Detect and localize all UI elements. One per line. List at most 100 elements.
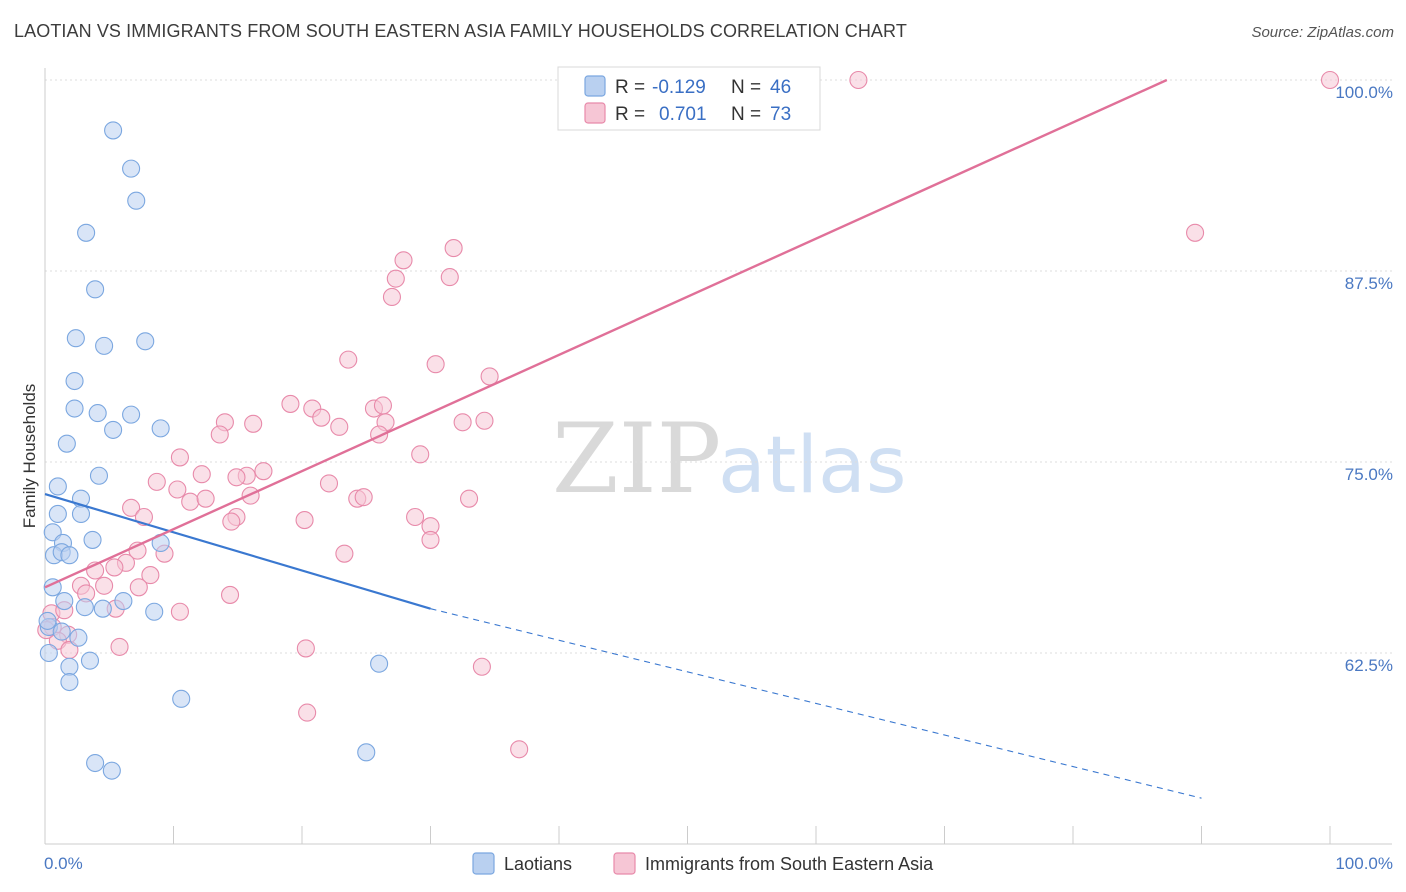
point-laotians-15 (89, 466, 109, 485)
legend-swatch-laotians (584, 75, 606, 97)
point-immigrants-44 (222, 512, 241, 531)
point-immigrants-58 (170, 602, 189, 621)
point-immigrants-19 (475, 411, 494, 430)
axes (44, 68, 1392, 845)
point-immigrants-31 (319, 474, 339, 493)
watermark-atlas: atlas (718, 421, 907, 511)
point-laotians-38 (60, 657, 79, 676)
point-laotians-40 (370, 654, 389, 673)
point-laotians-6 (136, 332, 155, 351)
chart-title: LAOTIAN VS IMMIGRANTS FROM SOUTH EASTERN… (14, 21, 907, 41)
point-immigrants-8 (339, 350, 358, 369)
point-laotians-3 (77, 223, 96, 242)
legend-r-value-2: 0.701 (659, 104, 707, 125)
point-immigrants-37 (196, 489, 215, 508)
point-immigrants-66 (110, 637, 129, 656)
point-laotians-14 (57, 434, 76, 453)
point-laotians-31 (145, 602, 164, 621)
point-laotians-19 (48, 504, 67, 524)
legend-n-value-1: 46 (770, 77, 791, 98)
trend-line-immigrants (44, 78, 1168, 589)
point-immigrants-24 (170, 448, 189, 467)
watermark-zip: ZIP (552, 403, 721, 515)
point-immigrants-46 (421, 530, 440, 549)
point-immigrants-17 (244, 414, 263, 433)
point-laotians-2 (127, 191, 146, 210)
y-tick-label-0: 62.5% (1345, 656, 1393, 675)
point-immigrants-35 (354, 488, 373, 507)
point-immigrants-68 (296, 639, 315, 658)
point-laotians-18 (71, 504, 91, 524)
x-tick-labels: 0.0% 100.0% (44, 854, 1393, 873)
point-laotians-10 (88, 404, 107, 423)
series-immigrants-points (37, 70, 1340, 759)
chart-source: Source: ZipAtlas.com (1251, 24, 1394, 41)
point-laotians-30 (75, 598, 94, 617)
point-immigrants-18 (453, 413, 472, 432)
point-immigrants-42 (406, 507, 425, 527)
point-laotians-29 (93, 599, 112, 618)
point-laotians-42 (357, 743, 376, 762)
series-legend-swatch-laotians (472, 852, 495, 875)
trend-line-laotians (44, 493, 431, 610)
point-immigrants-2 (1186, 223, 1205, 242)
point-immigrants-41 (295, 511, 314, 530)
point-laotians-21 (83, 530, 102, 549)
point-immigrants-71 (510, 740, 529, 759)
y-tick-label-1: 75.0% (1345, 465, 1393, 484)
point-immigrants-4 (394, 251, 413, 270)
point-laotians-7 (95, 336, 114, 355)
point-immigrants-22 (210, 425, 229, 444)
point-laotians-4 (86, 280, 105, 299)
point-immigrants-11 (281, 394, 300, 413)
point-immigrants-36 (181, 492, 200, 511)
point-laotians-28 (55, 591, 74, 611)
point-laotians-44 (102, 761, 121, 780)
trend-line-laotians-extrapolated (430, 608, 1202, 799)
watermark: ZIP atlas (552, 403, 907, 515)
legend-swatch-immigrants (584, 102, 606, 124)
series-legend: Laotians Immigrants from South Eastern A… (472, 852, 934, 875)
series-laotians-points (38, 121, 389, 780)
point-laotians-1 (122, 159, 141, 178)
x-tick-label-left: 0.0% (44, 854, 83, 873)
legend-r-label-1: R = (615, 77, 645, 98)
point-laotians-39 (60, 672, 79, 692)
legend-r-label-2: R = (615, 104, 645, 125)
point-immigrants-54 (95, 576, 114, 595)
legend-r-value-1: -0.129 (652, 77, 706, 98)
point-laotians-32 (114, 591, 133, 611)
y-tick-labels: 62.5% 75.0% 87.5% 100.0% (1335, 83, 1393, 675)
point-immigrants-5 (386, 269, 405, 288)
point-laotians-16 (48, 477, 67, 496)
legend-n-value-2: 73 (770, 104, 791, 125)
point-immigrants-70 (298, 703, 317, 722)
point-immigrants-39 (122, 498, 141, 517)
point-immigrants-59 (220, 585, 240, 604)
gridlines (45, 79, 1392, 654)
point-immigrants-14 (373, 396, 393, 415)
series-legend-label-laotians: Laotians (504, 854, 572, 874)
point-immigrants-30 (147, 472, 166, 491)
point-immigrants-3 (444, 239, 463, 258)
point-laotians-36 (39, 643, 58, 663)
point-immigrants-9 (426, 355, 445, 374)
point-immigrants-27 (227, 468, 246, 487)
point-immigrants-69 (472, 657, 491, 676)
point-immigrants-29 (192, 465, 211, 484)
point-immigrants-6 (440, 268, 459, 287)
point-immigrants-53 (141, 566, 160, 585)
point-immigrants-38 (459, 489, 479, 508)
legend-n-label-2: N = (731, 104, 761, 125)
series-legend-label-immigrants: Immigrants from South Eastern Asia (645, 854, 934, 874)
point-laotians-11 (122, 405, 141, 424)
point-laotians-12 (104, 420, 123, 439)
point-laotians-8 (65, 371, 84, 391)
point-immigrants-15 (312, 408, 331, 427)
point-laotians-34 (52, 622, 71, 641)
point-immigrants-0 (849, 70, 868, 90)
point-immigrants-25 (411, 445, 430, 464)
point-immigrants-55 (129, 578, 148, 597)
y-axis-label: Family Households (20, 384, 39, 529)
